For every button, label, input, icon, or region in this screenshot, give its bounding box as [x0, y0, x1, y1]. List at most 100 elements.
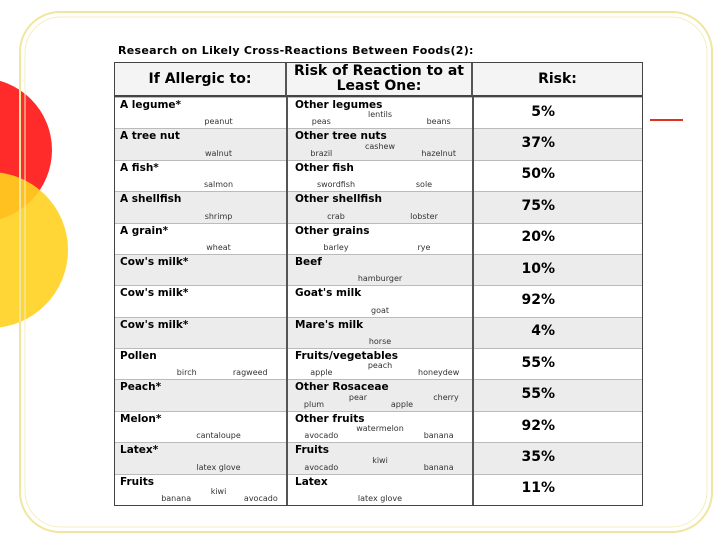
row-bg	[115, 379, 642, 411]
col-rule	[472, 348, 474, 380]
header-cell: If Allergic to:	[115, 63, 287, 97]
risk-label: 4%	[531, 323, 555, 340]
item-label: banana	[423, 462, 454, 472]
related: Other grains	[295, 224, 370, 237]
risk-label: 92%	[521, 417, 555, 434]
item-label: walnut	[205, 148, 232, 158]
col-rule	[472, 253, 474, 286]
item-label: beans	[426, 117, 451, 127]
row-bg	[115, 159, 642, 192]
risk-label: 20%	[521, 229, 555, 246]
allergen: Peach*	[120, 381, 162, 394]
related: Mare's milk	[295, 318, 364, 331]
item-label: sole	[415, 180, 433, 190]
col-rule	[472, 222, 474, 254]
item-label: lentils	[368, 110, 392, 120]
item-label: ragweed	[232, 368, 268, 378]
col-rule	[472, 316, 474, 349]
allergen: Cow's milk*	[120, 255, 189, 268]
allergen: Cow's milk*	[120, 318, 189, 331]
allergen: A legume*	[120, 99, 182, 111]
related: Fruits	[295, 444, 330, 457]
title: Research on Likely Cross-Reactions Betwe…	[118, 44, 474, 57]
risk-label: 37%	[521, 135, 555, 152]
row-bg	[115, 128, 642, 160]
item-label: lobster	[410, 211, 438, 221]
col-rule	[286, 442, 288, 474]
col-rule	[286, 379, 288, 411]
related: Other fish	[295, 161, 354, 174]
item-label: swordfish	[316, 180, 356, 190]
item-label: latex glove	[357, 494, 403, 503]
item-label: avocado	[304, 431, 339, 441]
col-rule	[286, 253, 288, 286]
item-label: cantaloupe	[196, 431, 241, 441]
item-label: watermelon	[356, 424, 404, 434]
col-rule	[472, 442, 474, 474]
col-rule	[472, 410, 474, 443]
item-label: banana	[423, 431, 454, 441]
item-label: horse	[368, 337, 392, 347]
risk-label: 10%	[521, 260, 555, 277]
item-label: wheat	[206, 242, 231, 252]
col-rule	[286, 473, 288, 505]
risk-label: 35%	[521, 448, 555, 465]
col-rule	[286, 348, 288, 380]
risk-label: 50%	[521, 166, 555, 183]
allergen: Cow's milk*	[120, 287, 189, 300]
item-label: avocado	[243, 494, 278, 503]
row-bg	[115, 473, 642, 505]
col-rule	[472, 379, 474, 411]
allergen: A fish*	[120, 161, 159, 174]
allergen: A shellfish	[120, 193, 182, 206]
allergen: Fruits	[120, 475, 155, 488]
related: Other legumes	[295, 99, 383, 111]
col-rule	[472, 285, 474, 317]
item-label: peanut	[204, 117, 233, 127]
col-rule	[286, 128, 288, 160]
col-rule	[472, 191, 474, 223]
allergen: Pollen	[120, 350, 157, 363]
row-bg	[115, 285, 642, 317]
related: Other shellfish	[295, 193, 382, 206]
related: Other fruits	[295, 412, 365, 425]
slide-border-inner	[24, 16, 708, 528]
item-label: salmon	[203, 180, 234, 190]
row-bg	[115, 348, 642, 380]
item-label: latex glove	[196, 462, 241, 472]
header-cell: Risk of Reaction to at Least One:	[287, 63, 473, 97]
risk-label: 5%	[531, 103, 555, 120]
row-bg	[115, 97, 642, 129]
related: Other tree nuts	[295, 130, 387, 143]
allergen: Latex*	[120, 444, 159, 457]
col-rule	[286, 410, 288, 443]
item-label: hamburger	[357, 274, 403, 284]
row-bg	[115, 316, 642, 349]
header-cell: Risk:	[473, 63, 642, 97]
item-label: apple	[310, 368, 333, 378]
item-label: plum	[303, 399, 325, 409]
item-label: apple	[390, 399, 414, 409]
item-label: pear	[348, 392, 368, 402]
item-label: rye	[417, 242, 431, 252]
col-rule	[472, 159, 474, 192]
related: Other Rosaceae	[295, 381, 389, 394]
col-rule	[286, 316, 288, 349]
related: Beef	[295, 255, 322, 268]
related: Latex	[295, 475, 328, 488]
col-rule	[472, 128, 474, 160]
allergen: A tree nut	[120, 130, 180, 143]
item-label: peas	[311, 117, 331, 127]
item-label: brazil	[310, 148, 333, 158]
item-label: peach	[367, 361, 393, 371]
item-label: kiwi	[210, 487, 227, 496]
item-label: barley	[323, 242, 349, 252]
row-bg	[115, 442, 642, 474]
row-bg	[115, 191, 642, 223]
row-bg	[115, 253, 642, 286]
col-rule	[472, 473, 474, 505]
col-rule	[286, 222, 288, 254]
col-rule	[286, 97, 288, 129]
slide-border	[19, 11, 713, 533]
